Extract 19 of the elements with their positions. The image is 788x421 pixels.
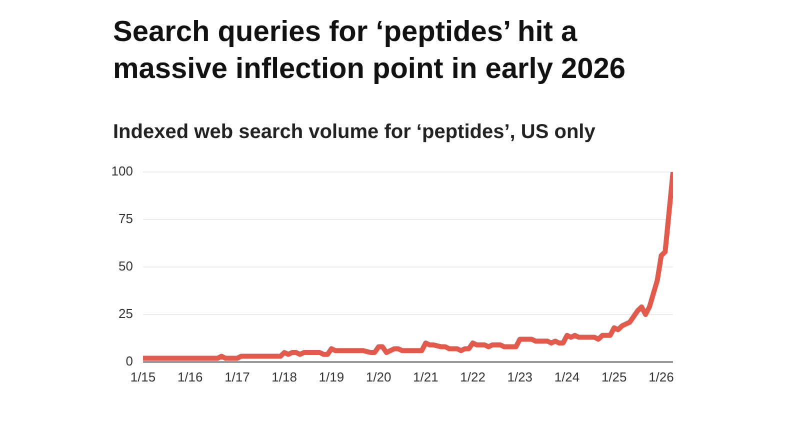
y-tick-label: 75	[118, 211, 133, 226]
x-tick-label: 1/19	[318, 369, 344, 384]
x-tick-label: 1/24	[554, 369, 580, 384]
y-tick-label: 25	[118, 306, 133, 322]
x-tick-label: 1/16	[177, 369, 203, 384]
y-tick-label: 50	[118, 258, 133, 274]
y-tick-label: 100	[111, 164, 133, 179]
x-tick-label: 1/26	[648, 369, 674, 384]
x-tick-label: 1/17	[224, 369, 250, 384]
x-tick-label: 1/15	[130, 369, 156, 384]
x-tick-label: 1/25	[601, 369, 627, 384]
x-tick-label: 1/18	[272, 369, 297, 384]
x-tick-label: 1/20	[366, 369, 392, 384]
x-tick-label: 1/22	[460, 369, 486, 384]
chart-title: Search queries for ‘peptides’ hit a massive inflection point in early 2026	[113, 15, 627, 87]
x-tick-label: 1/21	[413, 369, 438, 384]
x-tick-label: 1/23	[507, 369, 533, 384]
chart-subtitle: Indexed web search volume for ‘peptides’, US only	[113, 120, 596, 144]
y-tick-label: 0	[126, 354, 133, 369]
